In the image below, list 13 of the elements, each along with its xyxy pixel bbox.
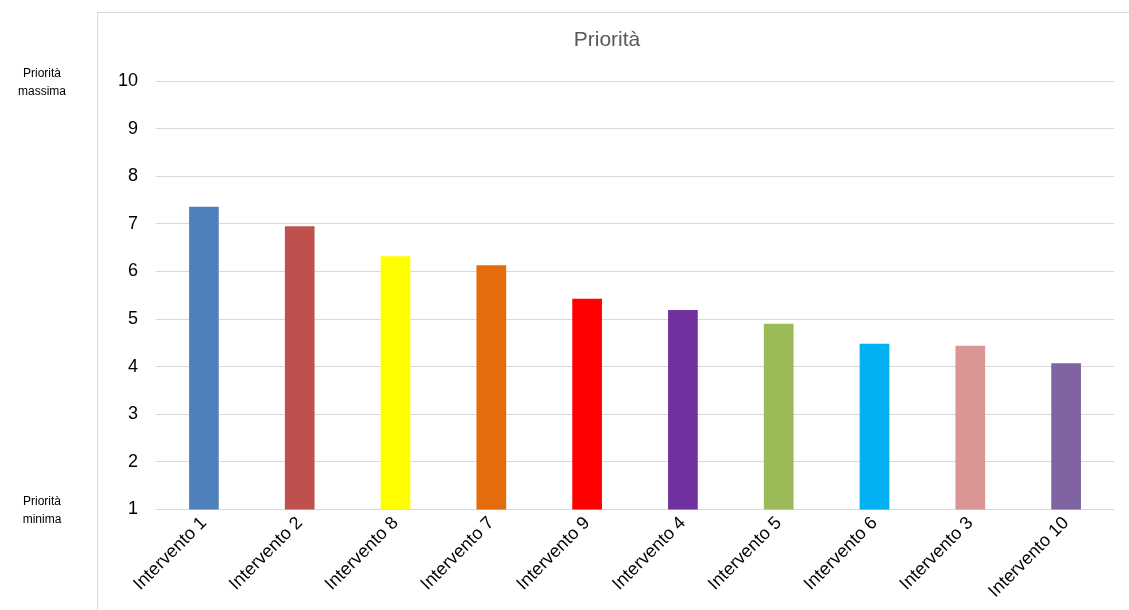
y-tick-label: 8 — [128, 165, 139, 186]
y-tick-label: 1 — [128, 498, 139, 519]
y-tick-label: 3 — [128, 403, 139, 424]
y-tick-label: 10 — [117, 70, 139, 91]
y-tick-label: 5 — [128, 308, 139, 329]
text: Priorità minima — [22, 493, 62, 526]
y-tick-label: 7 — [128, 212, 139, 233]
chart-title: Priorità — [573, 27, 641, 51]
y-tick-label: 9 — [128, 117, 139, 138]
y-tick-label: 2 — [128, 450, 139, 471]
y-tick-label: 4 — [128, 355, 139, 376]
text: Priorità massima — [17, 65, 67, 98]
y-tick-label: 6 — [128, 260, 139, 281]
